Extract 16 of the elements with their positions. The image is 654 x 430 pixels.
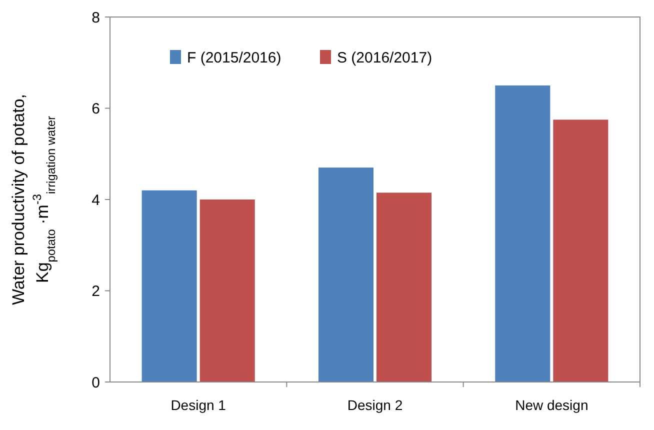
bar: [318, 168, 374, 382]
y-tick-label: 6: [92, 100, 100, 118]
bar: [142, 190, 197, 382]
y-tick-label: 0: [92, 374, 100, 392]
legend-label: S (2016/2017): [337, 49, 432, 66]
y-tick-label: 2: [92, 283, 100, 300]
y-tick-label: 4: [92, 192, 100, 209]
x-tick-label: Design 1: [170, 397, 226, 413]
bar: [495, 85, 550, 382]
y-tick-label: 8: [92, 9, 100, 26]
bar: [376, 192, 432, 382]
bar: [200, 200, 255, 382]
x-tick-label: New design: [515, 397, 588, 413]
bar: [553, 120, 608, 382]
x-tick-label: Design 2: [347, 397, 403, 413]
legend-label: F (2015/2016): [187, 49, 282, 66]
